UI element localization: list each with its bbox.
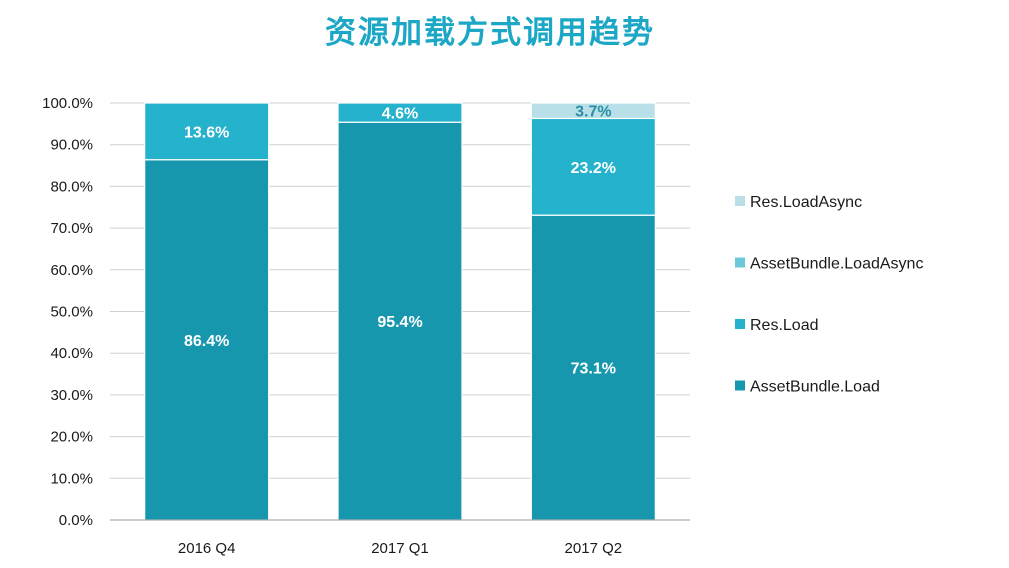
- data-label: 86.4%: [184, 333, 229, 350]
- y-tick-label: 0.0%: [59, 512, 93, 529]
- y-tick-label: 70.0%: [50, 220, 93, 237]
- legend-label: AssetBundle.Load: [750, 379, 880, 396]
- y-tick-label: 10.0%: [50, 470, 93, 487]
- data-labels: 86.4% 13.6% 95.4% 4.6% 73.1% 23.2% 3.7%: [184, 104, 616, 378]
- data-label: 95.4%: [377, 314, 422, 331]
- bar-segment: [144, 102, 270, 161]
- bar-segment: [337, 102, 463, 123]
- y-tick-label: 40.0%: [50, 345, 93, 362]
- y-tick-label: 80.0%: [50, 178, 93, 195]
- data-label: 73.1%: [571, 361, 616, 378]
- bar-segment: [530, 117, 656, 216]
- y-tick-label: 60.0%: [50, 262, 93, 279]
- y-axis-tick-labels: 0.0% 10.0% 20.0% 30.0% 40.0% 50.0% 60.0% 70.0% 8…: [42, 95, 93, 529]
- data-label: 23.2%: [571, 160, 616, 177]
- legend-swatch: [735, 319, 745, 329]
- x-category-label: 2017 Q1: [371, 540, 429, 557]
- legend-swatch: [735, 380, 745, 391]
- x-axis-category-labels: 2016 Q4 2017 Q1 2017 Q2: [178, 540, 622, 557]
- legend: Res.LoadAsync AssetBundle.LoadAsync Res.Lo…: [735, 194, 923, 396]
- chart-title: 资源加载方式调用趋势: [325, 15, 655, 51]
- data-label: 4.6%: [382, 106, 418, 123]
- legend-label: Res.Load: [750, 317, 819, 334]
- y-tick-label: 20.0%: [50, 429, 93, 446]
- legend-swatch: [735, 257, 745, 268]
- data-label: 13.6%: [184, 124, 229, 141]
- data-label: 3.7%: [575, 104, 611, 121]
- bar-segment: [530, 214, 656, 521]
- bar-segment: [530, 102, 656, 120]
- legend-label: Res.LoadAsync: [750, 194, 862, 211]
- x-category-label: 2016 Q4: [178, 540, 236, 557]
- y-tick-label: 100.0%: [42, 95, 93, 112]
- legend-swatch: [735, 196, 745, 206]
- y-tick-label: 50.0%: [50, 304, 93, 321]
- legend-label: AssetBundle.LoadAsync: [750, 256, 923, 273]
- x-category-label: 2017 Q2: [565, 540, 623, 557]
- y-tick-label: 90.0%: [50, 137, 93, 154]
- y-tick-label: 30.0%: [50, 387, 93, 404]
